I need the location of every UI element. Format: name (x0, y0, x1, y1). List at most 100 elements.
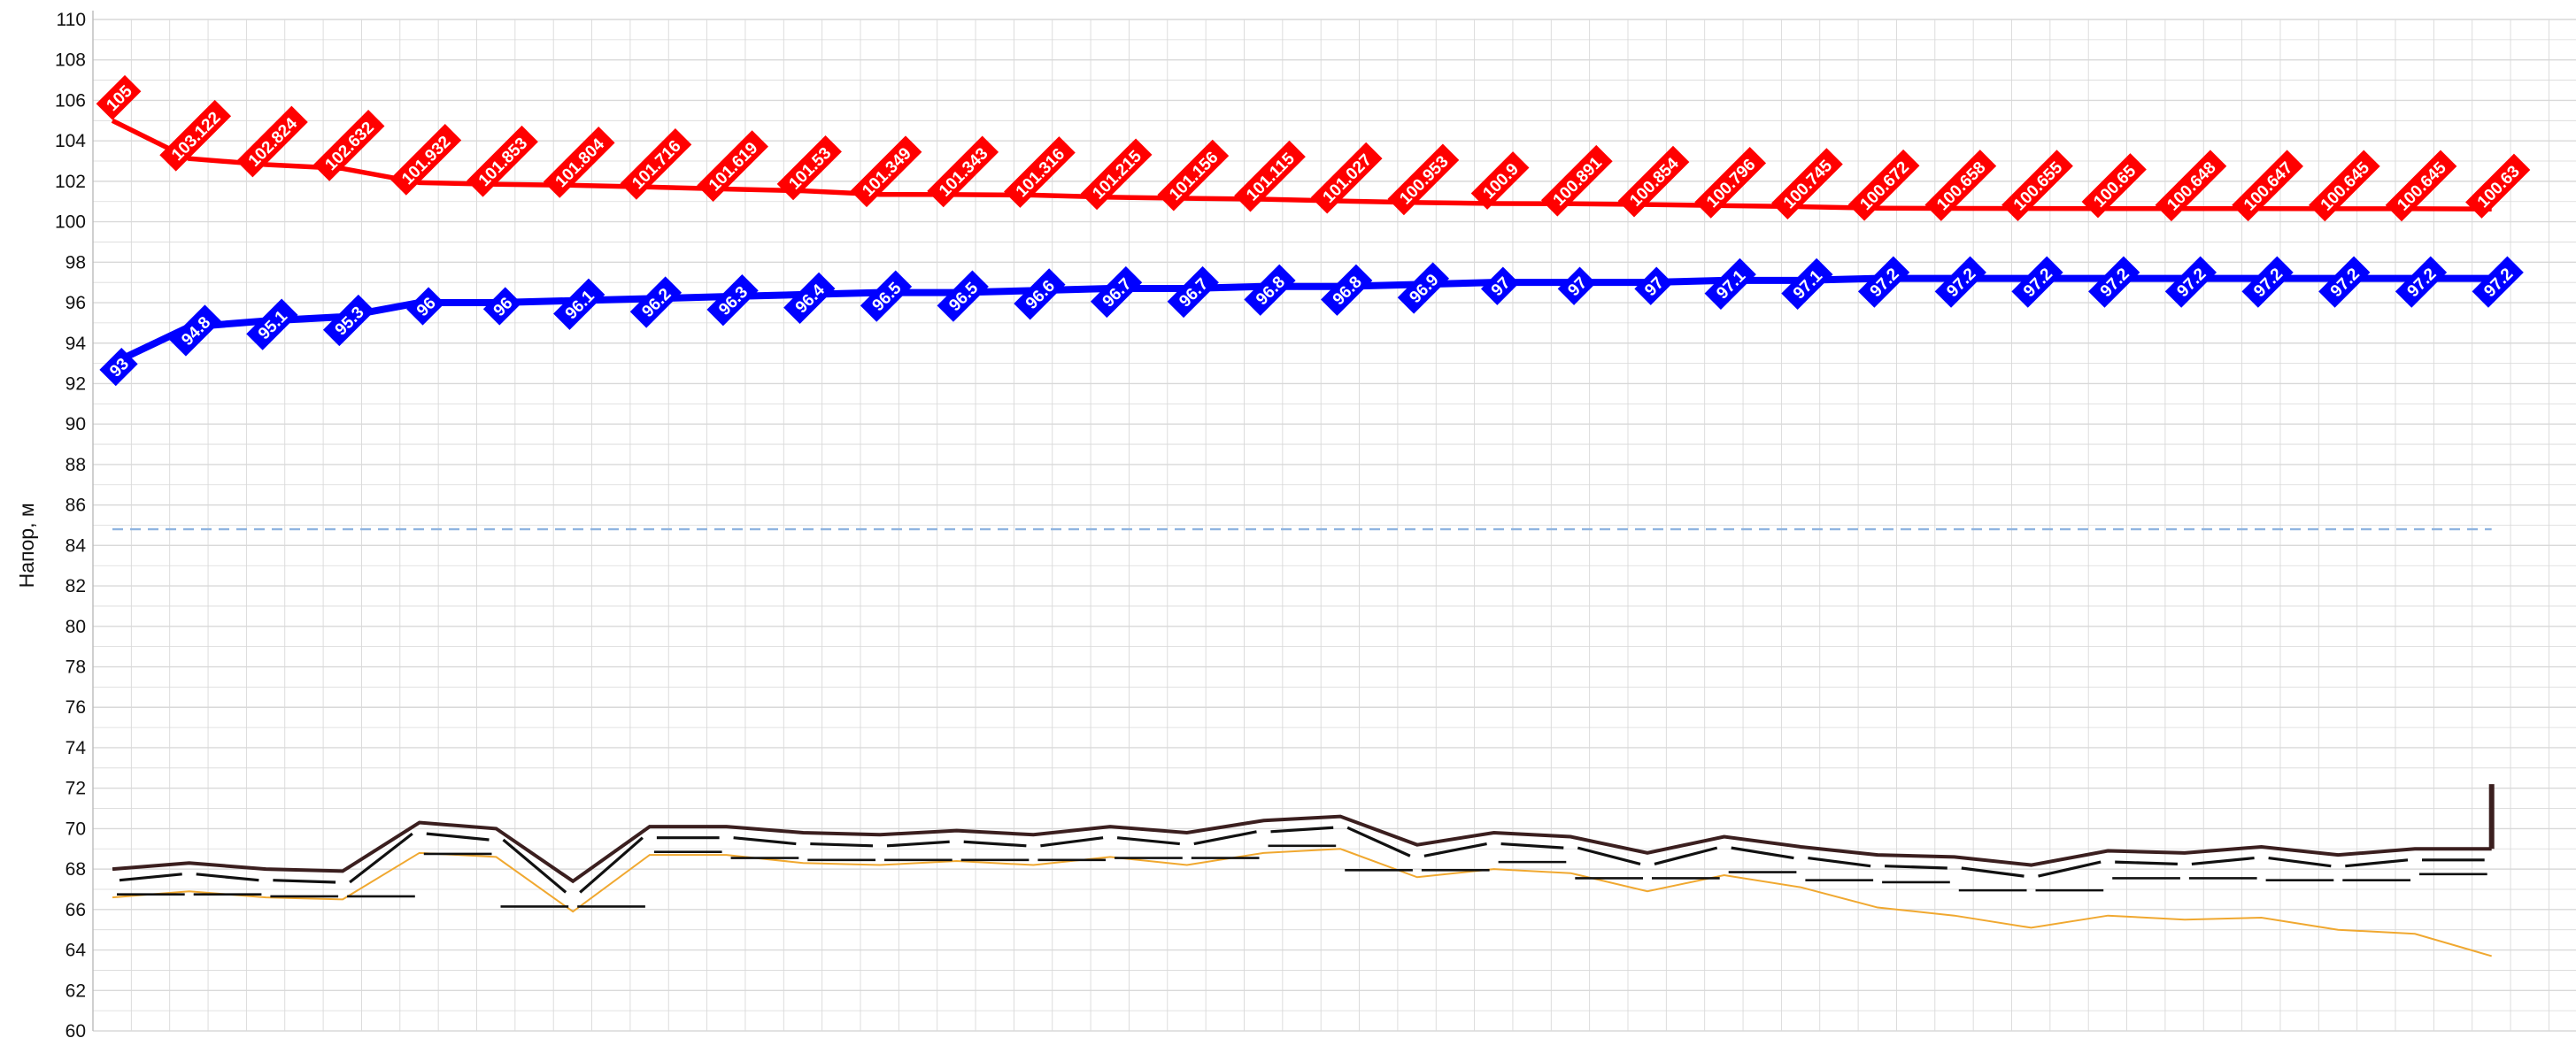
data-label-box (1771, 148, 1843, 219)
data-label-box (1557, 266, 1596, 305)
data-label-box (1847, 149, 1920, 221)
data-label-text: 102.824 (245, 114, 302, 171)
pipe-segment (579, 836, 644, 894)
data-label-box (1934, 256, 1986, 308)
y-tick-label: 80 (66, 617, 86, 637)
data-label-text: 101.716 (629, 137, 684, 193)
y-tick-label: 62 (66, 980, 86, 1001)
data-label-text: 101.115 (1243, 150, 1299, 205)
data-label-supply: 100.63 (2465, 153, 2531, 219)
pipe-segment (1346, 826, 1411, 857)
data-label-box (467, 125, 538, 197)
data-label-return: 97 (1557, 266, 1596, 305)
data-label-box (1470, 151, 1530, 210)
pipe-segment (426, 832, 490, 842)
data-label-text: 101.349 (859, 144, 914, 200)
data-label-box (1244, 264, 1296, 316)
y-tick-label: 76 (66, 697, 86, 718)
data-label-box (553, 278, 605, 330)
data-label-box (1321, 264, 1373, 316)
data-label-box (2155, 150, 2227, 222)
pipe-segment (1193, 830, 1257, 846)
pipe-segment (810, 842, 874, 848)
pipe-segment (1040, 836, 1104, 848)
data-label-text: 101.027 (1320, 150, 1376, 206)
pipe-segment (1654, 846, 1718, 865)
data-label-box (1004, 136, 1076, 208)
y-tick-label: 90 (66, 414, 86, 434)
data-label-box (2232, 150, 2303, 222)
pipe-segment (1885, 865, 1947, 870)
y-tick-label: 106 (55, 90, 86, 111)
data-label-supply: 100.9 (1470, 151, 1530, 210)
data-label-box (2081, 153, 2147, 219)
data-label-text: 101.156 (1166, 149, 1222, 204)
data-label-box (1397, 262, 1450, 314)
data-label-text: 101.215 (1089, 147, 1145, 204)
y-tick-label: 84 (66, 535, 87, 556)
pipe-segment (963, 840, 1027, 848)
pipe-segment (1270, 826, 1334, 834)
pipe-segment (1961, 866, 2025, 878)
data-label-return: 97 (1480, 266, 1520, 305)
data-label-text: 100.645 (2394, 158, 2450, 215)
pipe-segment (273, 879, 336, 884)
y-tick-label: 108 (55, 50, 86, 71)
y-tick-label: 88 (66, 455, 86, 475)
data-label-box (2164, 256, 2217, 308)
pipe-segment (1116, 836, 1180, 846)
pipe-segment (2345, 858, 2409, 868)
data-label-box (482, 287, 522, 326)
data-label-text: 100.655 (2010, 158, 2067, 215)
data-label-box (2318, 256, 2371, 308)
data-label-box (1694, 147, 1767, 219)
pipe-bottom-line (112, 848, 2492, 957)
data-label-box (1014, 268, 1066, 320)
data-label-box (1857, 256, 1910, 308)
data-label-box (2395, 256, 2448, 308)
data-label-box (1157, 139, 1230, 211)
pipe-segment (2191, 856, 2255, 865)
data-label-text: 101.804 (552, 135, 609, 191)
y-tick-label: 82 (66, 576, 86, 596)
data-label-box (1540, 144, 1613, 217)
data-label-return: 97 (1634, 266, 1673, 305)
y-tick-label: 64 (66, 941, 87, 961)
data-label-box (2472, 256, 2524, 308)
data-label-box (169, 304, 221, 357)
data-label-box (236, 105, 308, 178)
y-tick-label: 102 (55, 172, 86, 192)
ground-line (112, 814, 2492, 884)
data-label-text: 100.854 (1626, 154, 1683, 211)
data-label-text: 100.645 (2318, 158, 2374, 215)
pipe-segment (2115, 860, 2178, 866)
y-axis-ticks: 60 62 64 66 68 70 72 74 76 78 80 82 84 86 88 90 92 94 96 98… (55, 10, 86, 1038)
data-label-text: 101.316 (1013, 145, 1068, 201)
data-label-box (2308, 150, 2380, 222)
pipe-segment (1500, 842, 1564, 850)
data-label-box (860, 270, 913, 322)
data-label-supply: 105 (96, 74, 142, 120)
data-label-box (2241, 256, 2294, 308)
grid (92, 11, 2576, 1032)
pipe-segment (886, 840, 950, 848)
pipe-segment (2038, 860, 2102, 878)
data-label-text: 102.632 (321, 119, 377, 174)
data-label-box (620, 127, 692, 200)
terrain-profile (112, 527, 2495, 957)
data-label-box (99, 347, 138, 387)
data-label-box (706, 274, 759, 327)
data-label-box (937, 270, 989, 322)
y-tick-label: 92 (66, 373, 86, 394)
pipe-segment (502, 838, 567, 894)
y-tick-label: 66 (66, 900, 86, 920)
data-label-text: 100.672 (1856, 158, 1912, 214)
data-label-text: 103.122 (168, 109, 224, 165)
data-label-box (1310, 142, 1383, 214)
y-tick-label: 74 (66, 738, 87, 758)
data-label-box (159, 99, 232, 172)
y-tick-label: 98 (66, 252, 86, 273)
data-label-box (927, 135, 999, 208)
y-tick-label: 70 (66, 819, 86, 839)
